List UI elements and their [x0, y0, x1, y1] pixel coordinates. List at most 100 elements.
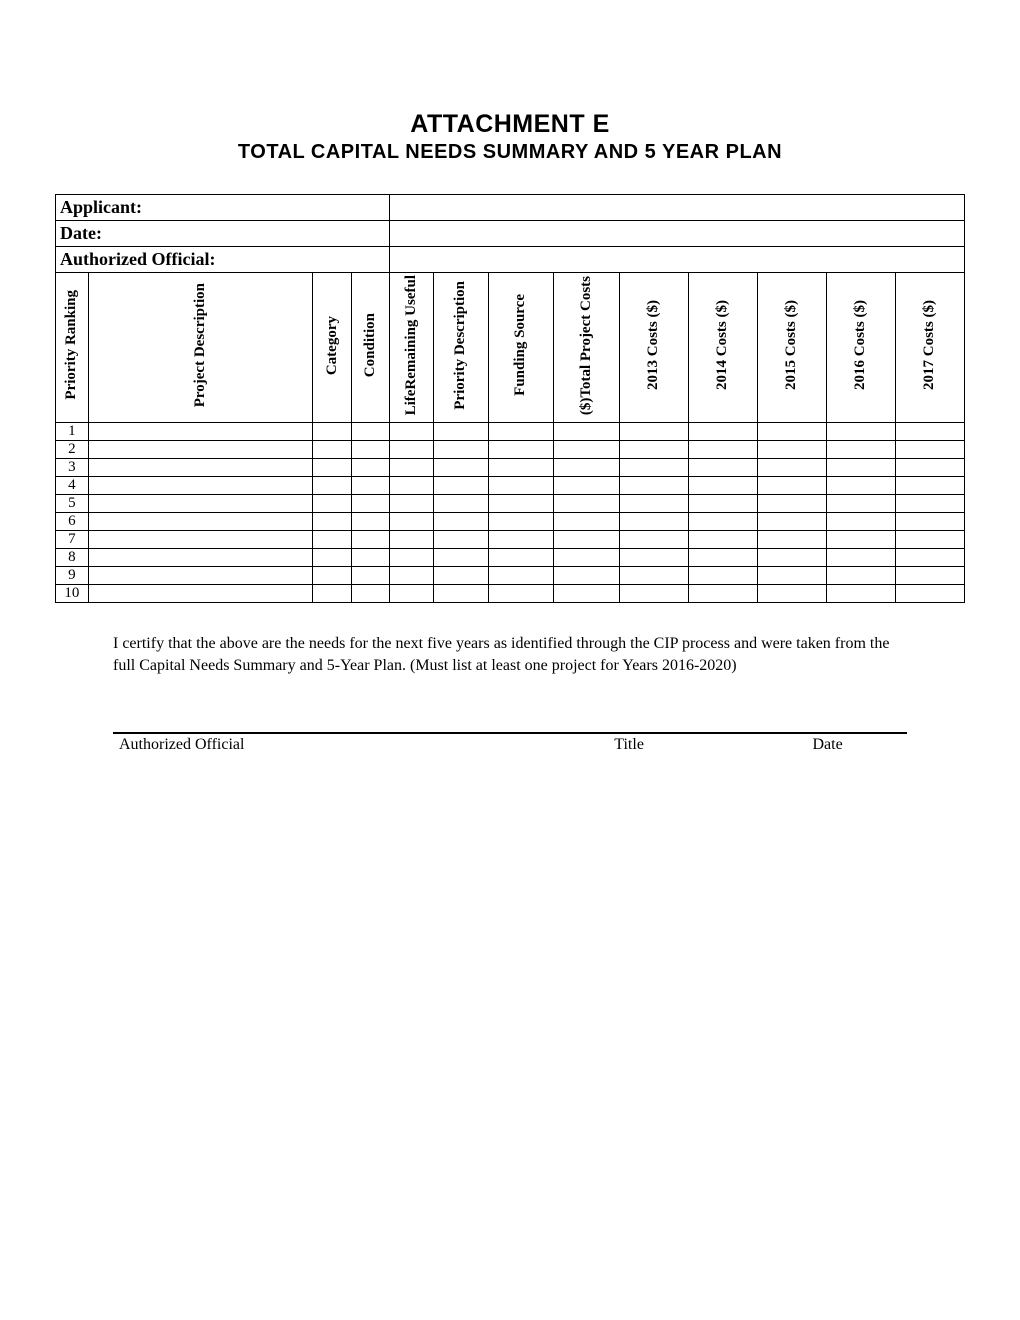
data-cell[interactable]: [757, 567, 826, 585]
data-cell[interactable]: [826, 459, 895, 477]
data-cell[interactable]: [895, 459, 964, 477]
data-cell[interactable]: [433, 423, 488, 441]
data-cell[interactable]: [895, 567, 964, 585]
data-cell[interactable]: [313, 423, 351, 441]
data-cell[interactable]: [433, 549, 488, 567]
data-cell[interactable]: [488, 495, 554, 513]
data-cell[interactable]: [488, 423, 554, 441]
data-cell[interactable]: [619, 531, 688, 549]
data-cell[interactable]: [554, 441, 620, 459]
data-cell[interactable]: [313, 585, 351, 603]
data-cell[interactable]: [757, 495, 826, 513]
data-cell[interactable]: [351, 531, 389, 549]
data-cell[interactable]: [826, 513, 895, 531]
data-cell[interactable]: [390, 531, 434, 549]
data-cell[interactable]: [688, 423, 757, 441]
data-cell[interactable]: [757, 531, 826, 549]
data-cell[interactable]: [351, 441, 389, 459]
data-cell[interactable]: [313, 459, 351, 477]
data-cell[interactable]: [826, 423, 895, 441]
data-cell[interactable]: [390, 549, 434, 567]
data-cell[interactable]: [826, 495, 895, 513]
data-cell[interactable]: [826, 477, 895, 495]
data-cell[interactable]: [554, 585, 620, 603]
data-cell[interactable]: [351, 513, 389, 531]
data-cell[interactable]: [826, 567, 895, 585]
data-cell[interactable]: [619, 423, 688, 441]
data-cell[interactable]: [390, 513, 434, 531]
data-cell[interactable]: [826, 441, 895, 459]
data-cell[interactable]: [88, 549, 313, 567]
applicant-value[interactable]: [390, 195, 965, 221]
data-cell[interactable]: [688, 585, 757, 603]
data-cell[interactable]: [688, 549, 757, 567]
data-cell[interactable]: [351, 495, 389, 513]
data-cell[interactable]: [688, 531, 757, 549]
data-cell[interactable]: [433, 441, 488, 459]
data-cell[interactable]: [88, 441, 313, 459]
data-cell[interactable]: [688, 513, 757, 531]
data-cell[interactable]: [390, 495, 434, 513]
data-cell[interactable]: [619, 567, 688, 585]
data-cell[interactable]: [313, 441, 351, 459]
data-cell[interactable]: [619, 459, 688, 477]
data-cell[interactable]: [488, 477, 554, 495]
data-cell[interactable]: [351, 459, 389, 477]
data-cell[interactable]: [554, 423, 620, 441]
data-cell[interactable]: [554, 513, 620, 531]
data-cell[interactable]: [619, 513, 688, 531]
data-cell[interactable]: [619, 585, 688, 603]
data-cell[interactable]: [351, 549, 389, 567]
data-cell[interactable]: [826, 585, 895, 603]
data-cell[interactable]: [351, 585, 389, 603]
data-cell[interactable]: [88, 423, 313, 441]
data-cell[interactable]: [433, 531, 488, 549]
data-cell[interactable]: [619, 441, 688, 459]
data-cell[interactable]: [895, 549, 964, 567]
data-cell[interactable]: [826, 549, 895, 567]
data-cell[interactable]: [757, 585, 826, 603]
data-cell[interactable]: [757, 423, 826, 441]
data-cell[interactable]: [554, 477, 620, 495]
data-cell[interactable]: [554, 495, 620, 513]
data-cell[interactable]: [488, 549, 554, 567]
data-cell[interactable]: [554, 549, 620, 567]
data-cell[interactable]: [313, 477, 351, 495]
data-cell[interactable]: [433, 495, 488, 513]
data-cell[interactable]: [88, 477, 313, 495]
data-cell[interactable]: [390, 441, 434, 459]
data-cell[interactable]: [88, 459, 313, 477]
data-cell[interactable]: [88, 495, 313, 513]
data-cell[interactable]: [433, 567, 488, 585]
data-cell[interactable]: [88, 567, 313, 585]
data-cell[interactable]: [895, 585, 964, 603]
data-cell[interactable]: [554, 531, 620, 549]
data-cell[interactable]: [88, 585, 313, 603]
data-cell[interactable]: [351, 477, 389, 495]
data-cell[interactable]: [688, 441, 757, 459]
data-cell[interactable]: [757, 513, 826, 531]
data-cell[interactable]: [390, 459, 434, 477]
data-cell[interactable]: [488, 441, 554, 459]
data-cell[interactable]: [390, 585, 434, 603]
data-cell[interactable]: [433, 477, 488, 495]
data-cell[interactable]: [895, 423, 964, 441]
data-cell[interactable]: [313, 531, 351, 549]
data-cell[interactable]: [488, 585, 554, 603]
data-cell[interactable]: [488, 513, 554, 531]
data-cell[interactable]: [895, 531, 964, 549]
data-cell[interactable]: [895, 513, 964, 531]
data-cell[interactable]: [351, 423, 389, 441]
data-cell[interactable]: [433, 585, 488, 603]
data-cell[interactable]: [895, 495, 964, 513]
data-cell[interactable]: [313, 513, 351, 531]
data-cell[interactable]: [826, 531, 895, 549]
data-cell[interactable]: [488, 567, 554, 585]
data-cell[interactable]: [757, 441, 826, 459]
data-cell[interactable]: [390, 423, 434, 441]
data-cell[interactable]: [688, 495, 757, 513]
data-cell[interactable]: [313, 549, 351, 567]
official-value[interactable]: [390, 247, 965, 273]
data-cell[interactable]: [688, 459, 757, 477]
data-cell[interactable]: [488, 531, 554, 549]
